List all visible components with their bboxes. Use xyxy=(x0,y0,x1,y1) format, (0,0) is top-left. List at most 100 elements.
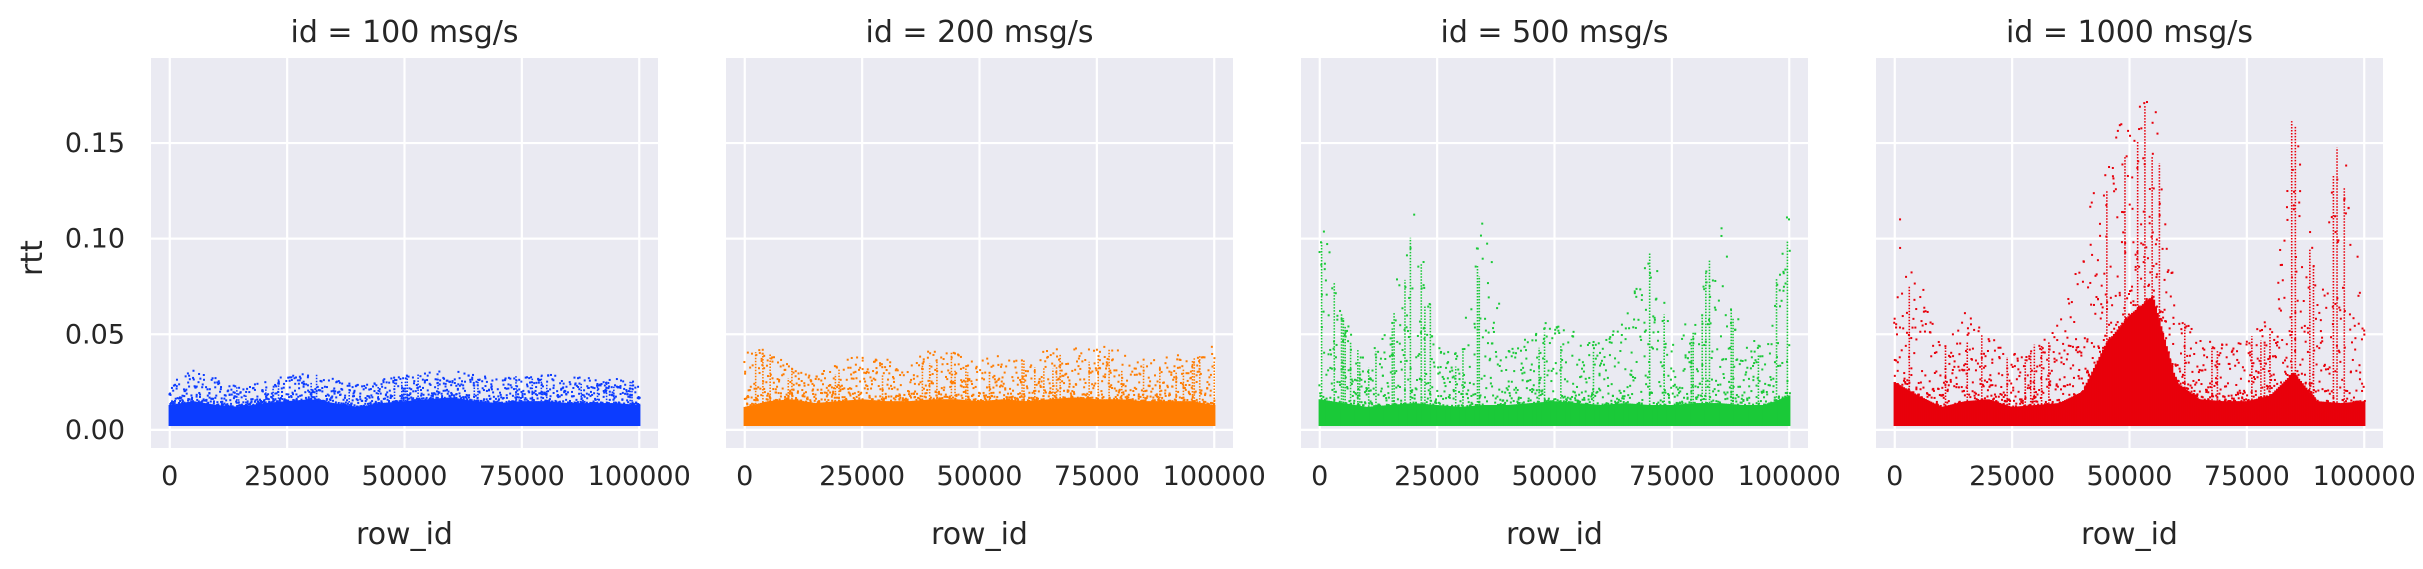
scatter-point xyxy=(2142,210,2145,213)
scatter-band xyxy=(213,404,217,427)
scatter-point xyxy=(928,384,931,387)
scatter-band xyxy=(941,399,944,427)
scatter-band xyxy=(2091,371,2094,427)
scatter-point xyxy=(264,381,267,384)
scatter-point xyxy=(1156,380,1159,383)
scatter-point xyxy=(265,396,268,399)
scatter-point xyxy=(967,364,970,367)
scatter-point xyxy=(1138,381,1141,384)
scatter-point xyxy=(1323,351,1326,354)
scatter-point xyxy=(1467,397,1470,400)
scatter-point xyxy=(185,388,188,391)
scatter-point xyxy=(1105,367,1108,370)
scatter-point xyxy=(1039,386,1042,389)
scatter-point xyxy=(881,388,884,391)
scatter-point xyxy=(1766,393,1769,396)
scatter-point xyxy=(1377,350,1380,353)
scatter-band xyxy=(317,400,320,427)
scatter-band xyxy=(1957,402,1960,427)
scatter-point xyxy=(239,405,242,408)
scatter-point xyxy=(839,388,842,391)
scatter-band xyxy=(2031,405,2034,427)
scatter-point xyxy=(915,362,918,365)
scatter-band xyxy=(2067,398,2070,427)
scatter-point xyxy=(1901,383,1904,386)
scatter-band xyxy=(1908,390,1911,427)
scatter-point xyxy=(448,395,451,398)
scatter-band xyxy=(2058,402,2061,427)
scatter-point xyxy=(1611,395,1614,398)
scatter-point xyxy=(899,373,902,376)
scatter-point xyxy=(603,384,606,387)
scatter-point xyxy=(1525,357,1528,360)
scatter-point xyxy=(608,398,611,401)
scatter-band xyxy=(184,402,188,427)
scatter-point xyxy=(1146,395,1149,398)
scatter-point xyxy=(1068,382,1071,385)
scatter-band xyxy=(1418,403,1421,427)
scatter-point xyxy=(2187,324,2190,327)
scatter-band xyxy=(1659,404,1662,427)
scatter-point xyxy=(521,394,524,397)
scatter-point xyxy=(1715,393,1718,396)
scatter-point xyxy=(1958,353,1961,356)
scatter-point xyxy=(301,373,304,376)
scatter-point xyxy=(1582,370,1585,373)
scatter-point xyxy=(627,390,630,393)
scatter-point xyxy=(1949,378,1952,381)
scatter-point xyxy=(1757,344,1760,347)
scatter-point xyxy=(1380,390,1383,393)
scatter-point xyxy=(581,393,584,396)
x-tick-label: 25000 xyxy=(819,461,905,492)
scatter-point xyxy=(1334,390,1337,393)
scatter-point xyxy=(1914,326,1917,329)
scatter-point xyxy=(1903,377,1906,380)
scatter-point xyxy=(286,399,289,402)
scatter-point xyxy=(1626,401,1629,404)
scatter-band xyxy=(400,401,403,427)
scatter-point xyxy=(977,394,980,397)
scatter-point xyxy=(1471,402,1474,405)
scatter-point xyxy=(1545,335,1548,338)
scatter-point xyxy=(1720,234,1723,237)
scatter-point xyxy=(2082,260,2085,263)
scatter-point xyxy=(1637,318,1640,321)
scatter-point xyxy=(952,396,955,399)
scatter-band xyxy=(999,399,1002,427)
scatter-band xyxy=(1394,404,1398,427)
scatter-point xyxy=(251,387,254,390)
scatter-point xyxy=(1672,343,1675,346)
scatter-band xyxy=(425,399,429,427)
scatter-point xyxy=(1095,397,1098,400)
scatter-point xyxy=(2014,405,2017,408)
scatter-band xyxy=(1086,398,1089,427)
scatter-point xyxy=(325,394,328,397)
scatter-point xyxy=(383,378,386,381)
scatter-point xyxy=(2128,290,2131,293)
scatter-point xyxy=(2069,345,2072,348)
scatter-point xyxy=(505,387,508,390)
scatter-point xyxy=(574,383,577,386)
scatter-point xyxy=(854,363,857,366)
scatter-point xyxy=(1706,323,1709,326)
scatter-point xyxy=(393,379,396,382)
scatter-point xyxy=(2189,347,2192,350)
scatter-band xyxy=(1470,405,1474,427)
scatter-point xyxy=(2082,382,2085,385)
scatter-band xyxy=(776,400,779,427)
scatter-point xyxy=(1926,395,1929,398)
scatter-point xyxy=(757,386,760,389)
scatter-point xyxy=(983,394,986,397)
scatter-point xyxy=(1910,367,1913,370)
scatter-band xyxy=(1430,404,1434,427)
scatter-point xyxy=(1979,378,1982,381)
scatter-point xyxy=(415,384,418,387)
scatter-point xyxy=(422,397,425,400)
scatter-band xyxy=(843,400,846,427)
scatter-point xyxy=(1380,387,1383,390)
scatter-point xyxy=(1209,401,1212,404)
scatter-point xyxy=(1422,261,1425,264)
scatter-point xyxy=(2038,344,2041,347)
scatter-point xyxy=(2218,392,2221,395)
